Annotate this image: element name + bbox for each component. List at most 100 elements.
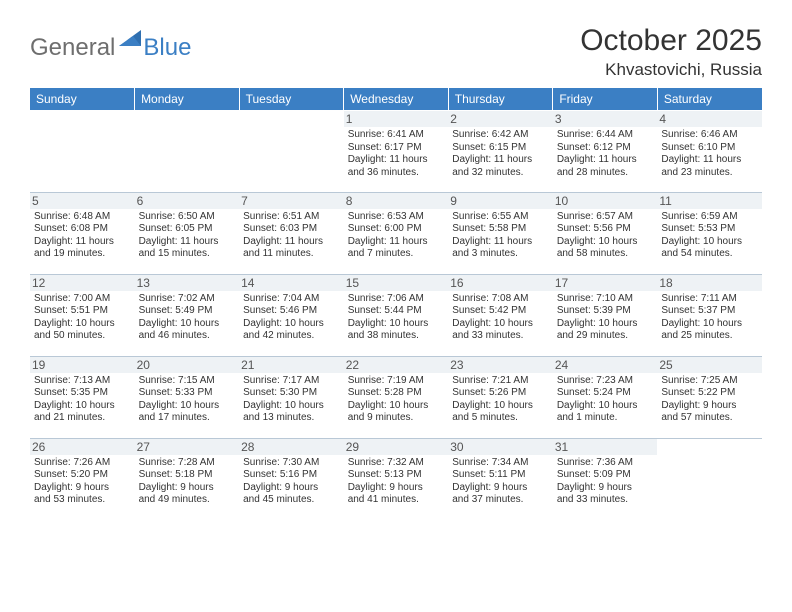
day-info: Sunrise: 7:13 AMSunset: 5:35 PMDaylight:…: [34, 375, 131, 425]
day-number: 19: [30, 357, 135, 373]
calendar-body: 1 Sunrise: 6:41 AMSunset: 6:17 PMDaylight…: [30, 110, 762, 520]
calendar-day-cell: 27Sunrise: 7:28 AMSunset: 5:18 PMDayligh…: [135, 438, 240, 520]
day-number: 23: [448, 357, 553, 373]
sunrise-text: Sunrise: 6:53 AM: [348, 211, 445, 224]
sunrise-text: Sunrise: 7:08 AM: [452, 293, 549, 306]
daylight-text: Daylight: 10 hours: [452, 318, 549, 331]
calendar-day-cell: 28Sunrise: 7:30 AMSunset: 5:16 PMDayligh…: [239, 438, 344, 520]
daylight-text: Daylight: 11 hours: [661, 154, 758, 167]
day-number: 7: [239, 193, 344, 209]
day-info: Sunrise: 7:25 AMSunset: 5:22 PMDaylight:…: [661, 375, 758, 425]
daylight-text: Daylight: 11 hours: [452, 236, 549, 249]
daylight-text: and 28 minutes.: [557, 167, 654, 180]
daylight-text: and 41 minutes.: [348, 494, 445, 507]
day-info: Sunrise: 7:34 AMSunset: 5:11 PMDaylight:…: [452, 457, 549, 507]
daylight-text: and 7 minutes.: [348, 248, 445, 261]
logo-triangle-icon: [119, 30, 141, 51]
calendar-day-cell: 21Sunrise: 7:17 AMSunset: 5:30 PMDayligh…: [239, 356, 344, 438]
sunset-text: Sunset: 6:10 PM: [661, 142, 758, 155]
sunset-text: Sunset: 5:49 PM: [139, 305, 236, 318]
daylight-text: and 21 minutes.: [34, 412, 131, 425]
daylight-text: and 57 minutes.: [661, 412, 758, 425]
day-number: 15: [344, 275, 449, 291]
calendar-day-cell: 3Sunrise: 6:44 AMSunset: 6:12 PMDaylight…: [553, 110, 658, 192]
daylight-text: and 37 minutes.: [452, 494, 549, 507]
daylight-text: Daylight: 10 hours: [557, 400, 654, 413]
calendar-day-cell: 29Sunrise: 7:32 AMSunset: 5:13 PMDayligh…: [344, 438, 449, 520]
sunset-text: Sunset: 5:16 PM: [243, 469, 340, 482]
day-number: 20: [135, 357, 240, 373]
weekday-header: Saturday: [657, 88, 762, 110]
daylight-text: and 50 minutes.: [34, 330, 131, 343]
daylight-text: and 29 minutes.: [557, 330, 654, 343]
day-info: Sunrise: 7:30 AMSunset: 5:16 PMDaylight:…: [243, 457, 340, 507]
day-info: Sunrise: 7:06 AMSunset: 5:44 PMDaylight:…: [348, 293, 445, 343]
daylight-text: and 19 minutes.: [34, 248, 131, 261]
day-number: 3: [553, 111, 658, 127]
daylight-text: and 36 minutes.: [348, 167, 445, 180]
calendar-header-row: Sunday Monday Tuesday Wednesday Thursday…: [30, 88, 762, 110]
daylight-text: and 46 minutes.: [139, 330, 236, 343]
calendar-day-cell: 5Sunrise: 6:48 AMSunset: 6:08 PMDaylight…: [30, 192, 135, 274]
calendar-day-cell: [657, 438, 762, 520]
calendar-week-row: 12Sunrise: 7:00 AMSunset: 5:51 PMDayligh…: [30, 274, 762, 356]
daylight-text: Daylight: 9 hours: [348, 482, 445, 495]
daylight-text: Daylight: 10 hours: [557, 318, 654, 331]
sunset-text: Sunset: 5:13 PM: [348, 469, 445, 482]
sunrise-text: Sunrise: 6:46 AM: [661, 129, 758, 142]
day-info: Sunrise: 6:50 AMSunset: 6:05 PMDaylight:…: [139, 211, 236, 261]
sunrise-text: Sunrise: 7:34 AM: [452, 457, 549, 470]
daylight-text: Daylight: 9 hours: [452, 482, 549, 495]
sunrise-text: Sunrise: 7:17 AM: [243, 375, 340, 388]
sunset-text: Sunset: 5:24 PM: [557, 387, 654, 400]
daylight-text: Daylight: 11 hours: [34, 236, 131, 249]
daylight-text: Daylight: 9 hours: [139, 482, 236, 495]
day-info: Sunrise: 6:53 AMSunset: 6:00 PMDaylight:…: [348, 211, 445, 261]
sunset-text: Sunset: 5:33 PM: [139, 387, 236, 400]
day-number: 1: [344, 111, 449, 127]
weekday-header: Friday: [553, 88, 658, 110]
daylight-text: Daylight: 11 hours: [557, 154, 654, 167]
sunset-text: Sunset: 6:03 PM: [243, 223, 340, 236]
sunrise-text: Sunrise: 7:19 AM: [348, 375, 445, 388]
daylight-text: Daylight: 11 hours: [348, 236, 445, 249]
sunset-text: Sunset: 6:08 PM: [34, 223, 131, 236]
daylight-text: Daylight: 10 hours: [661, 236, 758, 249]
sunrise-text: Sunrise: 6:51 AM: [243, 211, 340, 224]
calendar-day-cell: [30, 110, 135, 192]
daylight-text: and 58 minutes.: [557, 248, 654, 261]
day-info: Sunrise: 7:02 AMSunset: 5:49 PMDaylight:…: [139, 293, 236, 343]
calendar-day-cell: 17Sunrise: 7:10 AMSunset: 5:39 PMDayligh…: [553, 274, 658, 356]
calendar-day-cell: 12Sunrise: 7:00 AMSunset: 5:51 PMDayligh…: [30, 274, 135, 356]
sunrise-text: Sunrise: 6:41 AM: [348, 129, 445, 142]
sunrise-text: Sunrise: 7:00 AM: [34, 293, 131, 306]
sunrise-text: Sunrise: 7:26 AM: [34, 457, 131, 470]
calendar-day-cell: 7Sunrise: 6:51 AMSunset: 6:03 PMDaylight…: [239, 192, 344, 274]
sunset-text: Sunset: 5:39 PM: [557, 305, 654, 318]
day-number: 12: [30, 275, 135, 291]
day-info: Sunrise: 7:36 AMSunset: 5:09 PMDaylight:…: [557, 457, 654, 507]
daylight-text: and 25 minutes.: [661, 330, 758, 343]
day-info: Sunrise: 7:17 AMSunset: 5:30 PMDaylight:…: [243, 375, 340, 425]
day-info: Sunrise: 7:21 AMSunset: 5:26 PMDaylight:…: [452, 375, 549, 425]
calendar-day-cell: 4Sunrise: 6:46 AMSunset: 6:10 PMDaylight…: [657, 110, 762, 192]
sunrise-text: Sunrise: 6:42 AM: [452, 129, 549, 142]
sunset-text: Sunset: 5:22 PM: [661, 387, 758, 400]
day-number: 11: [657, 193, 762, 209]
daylight-text: Daylight: 10 hours: [243, 318, 340, 331]
sunset-text: Sunset: 5:35 PM: [34, 387, 131, 400]
sunrise-text: Sunrise: 7:28 AM: [139, 457, 236, 470]
sunrise-text: Sunrise: 6:44 AM: [557, 129, 654, 142]
day-info: Sunrise: 6:41 AMSunset: 6:17 PMDaylight:…: [348, 129, 445, 179]
day-number: 5: [30, 193, 135, 209]
sunset-text: Sunset: 5:11 PM: [452, 469, 549, 482]
daylight-text: and 1 minute.: [557, 412, 654, 425]
calendar-day-cell: 10Sunrise: 6:57 AMSunset: 5:56 PMDayligh…: [553, 192, 658, 274]
calendar-day-cell: 6Sunrise: 6:50 AMSunset: 6:05 PMDaylight…: [135, 192, 240, 274]
daylight-text: Daylight: 10 hours: [139, 400, 236, 413]
title-block: October 2025 Khvastovichi, Russia: [580, 24, 762, 80]
daylight-text: and 13 minutes.: [243, 412, 340, 425]
sunrise-text: Sunrise: 7:10 AM: [557, 293, 654, 306]
day-info: Sunrise: 7:08 AMSunset: 5:42 PMDaylight:…: [452, 293, 549, 343]
sunrise-text: Sunrise: 6:57 AM: [557, 211, 654, 224]
